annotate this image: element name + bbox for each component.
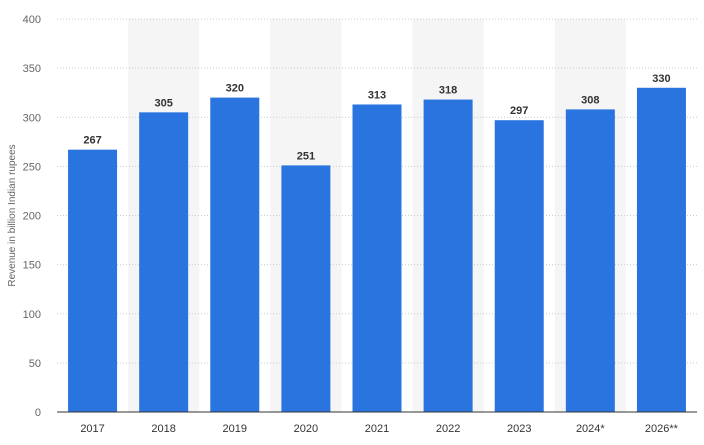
x-tick-label-2019: 2019 <box>223 423 247 435</box>
x-axis-ticks: 2017 2018 2019 2020 2021 2022 2023 2024* 2026** <box>80 423 678 435</box>
y-tick-label-150: 150 <box>23 260 41 272</box>
y-axis-ticks: 0 50 100 150 200 250 300 350 400 <box>23 14 41 419</box>
y-tick-label-100: 100 <box>23 309 41 321</box>
data-label-2021: 313 <box>368 89 386 101</box>
bar-2022 <box>423 99 473 412</box>
x-tick-label-2026**: 2026** <box>645 423 679 435</box>
data-label-2018: 305 <box>154 97 172 109</box>
data-labels: 267 305 320 251 313 318 297 308 330 <box>83 73 670 163</box>
x-tick-label-2020: 2020 <box>294 423 318 435</box>
y-tick-label-350: 350 <box>23 63 41 75</box>
data-label-2023: 297 <box>510 105 528 117</box>
bar-2019 <box>210 97 260 412</box>
data-label-2019: 320 <box>226 83 244 95</box>
x-tick-label-2021: 2021 <box>365 423 389 435</box>
bar-2024* <box>565 109 615 412</box>
bar-2018 <box>139 112 189 413</box>
x-tick-label-2024*: 2024* <box>576 423 605 435</box>
x-tick-label-2018: 2018 <box>151 423 175 435</box>
data-label-2020: 251 <box>297 150 315 162</box>
y-tick-label-400: 400 <box>23 14 41 26</box>
x-tick-label-2022: 2022 <box>436 423 460 435</box>
bar-2020 <box>281 165 331 412</box>
bar-2023 <box>494 120 544 412</box>
y-tick-label-250: 250 <box>23 161 41 173</box>
y-tick-label-300: 300 <box>23 112 41 124</box>
y-tick-label-50: 50 <box>29 358 41 370</box>
y-tick-label-0: 0 <box>35 407 41 419</box>
x-tick-label-2017: 2017 <box>80 423 104 435</box>
data-label-2026**: 330 <box>652 73 670 85</box>
data-label-2022: 318 <box>439 85 457 97</box>
bar-2026** <box>636 87 686 413</box>
data-label-2024*: 308 <box>581 94 599 106</box>
bar-2017 <box>68 149 118 413</box>
y-axis-title: Revenue in billion Indian rupees <box>7 144 18 286</box>
bars <box>68 87 686 413</box>
bar-2021 <box>352 104 402 412</box>
y-tick-label-200: 200 <box>23 211 41 223</box>
data-label-2017: 267 <box>83 135 101 147</box>
x-tick-label-2023: 2023 <box>507 423 531 435</box>
